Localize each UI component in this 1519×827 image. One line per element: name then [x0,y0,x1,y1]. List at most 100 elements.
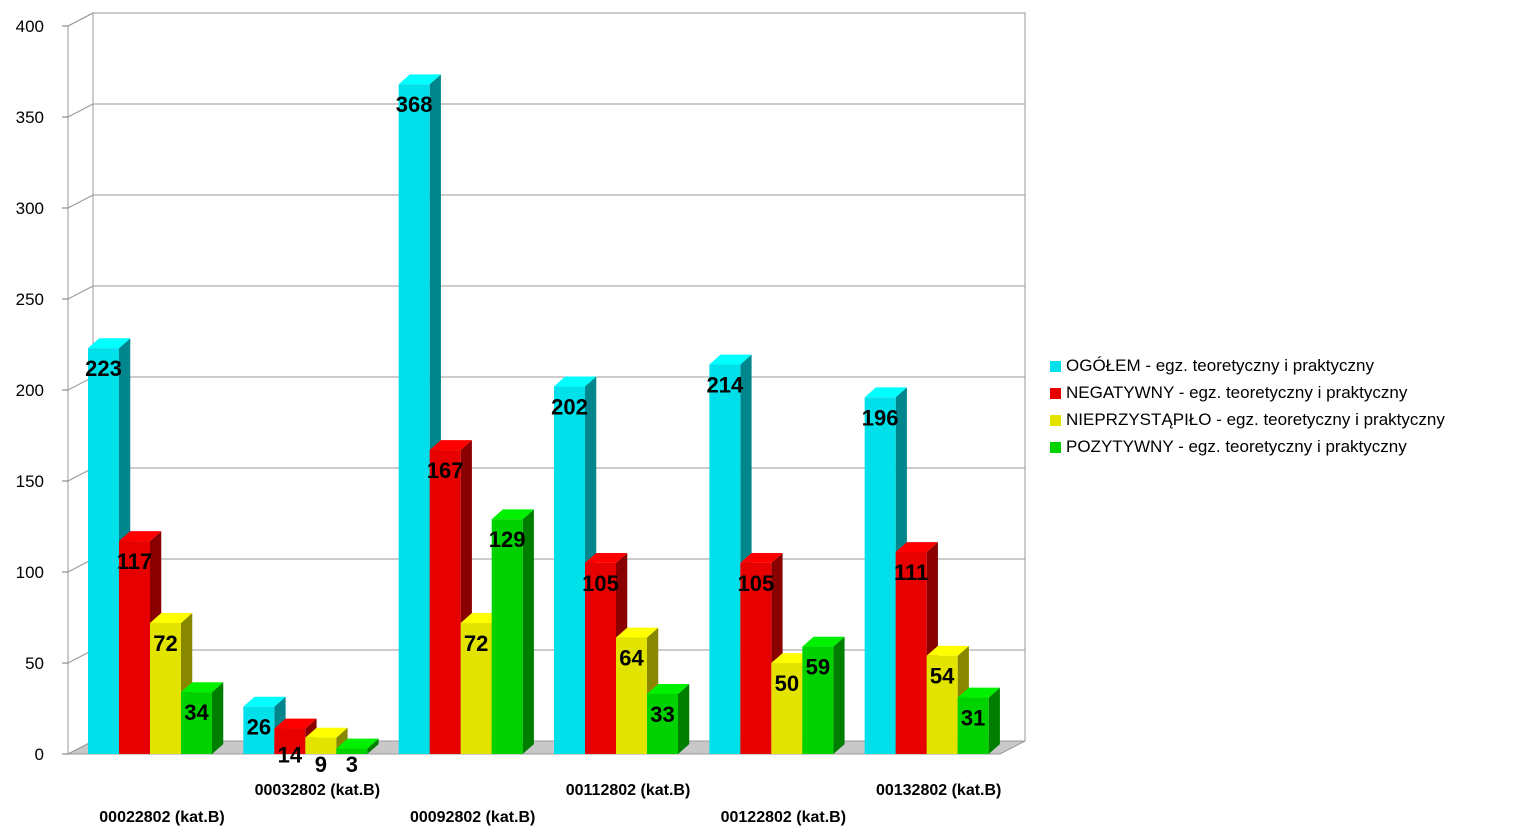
gridline-side [67,194,94,209]
data-label: 64 [619,646,644,671]
y-tick-label: 300 [16,199,44,218]
data-label: 105 [582,571,619,596]
legend-label: NEGATYWNY - egz. teoretyczny i praktyczn… [1066,383,1408,402]
gridline-side [67,103,94,118]
bar-front [771,663,803,754]
bar-side [367,738,379,754]
bar-front [88,348,119,754]
bar-top [957,687,1000,698]
data-label: 368 [396,92,433,117]
data-label: 50 [775,671,799,696]
bars [88,74,1000,755]
bar-top [554,376,597,387]
bar-front [429,450,461,754]
y-tick-label: 0 [35,745,44,764]
bar-side [212,682,224,754]
bar-top [895,542,938,552]
bar-front [957,697,989,754]
bar-top [864,387,907,398]
bar-side [522,509,534,754]
x-tick-label: 00132802 (kat.B) [876,782,1001,799]
legend-swatch [1050,415,1061,426]
bar-top [119,531,162,542]
bar-top [585,553,628,563]
data-label: 34 [184,700,209,725]
bar-front [864,397,896,754]
bar [647,684,690,754]
y-tick-label: 150 [16,472,44,491]
legend-swatch [1050,442,1061,453]
y-axis: 0 50 100 150 200 250 300 350 400 [16,17,68,764]
bar-top [398,74,441,85]
gridline-side [67,285,94,300]
legend-item: NIEPRZYSTĄPIŁO - egz. teoretyczny i prak… [1050,409,1515,431]
legend-item: OGÓŁEM - egz. teoretyczny i praktyczny [1050,355,1515,377]
y-tick-label: 350 [16,108,44,127]
data-label: 117 [117,549,153,574]
data-label: 72 [153,631,177,656]
legend: OGÓŁEM - egz. teoretyczny i praktyczny NE… [1050,355,1515,463]
data-labels: 223 117 72 34 26 14 9 3 368 167 72 129 202 105 64 33 214… [85,92,985,777]
legend-swatch [1050,361,1061,372]
bar-front [398,84,430,755]
bar-top [274,718,317,729]
bar-front [926,655,958,754]
legend-label: NIEPRZYSTĄPIŁO - egz. teoretyczny i prak… [1066,410,1445,429]
legend-label: OGÓŁEM - egz. teoretyczny i praktyczny [1066,356,1374,375]
x-tick-label: 00092802 (kat.B) [410,809,535,826]
bar-front [709,364,741,754]
x-tick-label: 00122802 (kat.B) [721,809,846,826]
bar-front [802,646,834,754]
legend-item: POZYTYWNY - egz. teoretyczny i praktyczn… [1050,436,1515,458]
bar-front [554,386,585,754]
bar-front [491,519,523,754]
bar-top [926,645,969,656]
y-tick-label: 100 [16,563,44,582]
bar [957,687,1000,754]
bar-side [988,687,1000,754]
bar [150,613,193,754]
bar-top [336,738,379,749]
x-tick-label: 00112802 (kat.B) [566,782,691,799]
x-tick-label: 00022802 (kat.B) [99,809,224,826]
data-label: 9 [315,752,327,777]
data-label: 26 [247,715,271,740]
bar-front [647,693,678,754]
bar-top [802,636,845,647]
bar-top [429,440,472,451]
data-label: 167 [427,458,464,483]
y-tick-label: 50 [25,654,44,673]
data-label: 196 [862,405,899,430]
bar-top [243,696,286,707]
legend-item: NEGATYWNY - egz. teoretyczny i praktyczn… [1050,382,1515,404]
data-label: 202 [551,394,588,419]
data-label: 59 [806,655,830,680]
y-tick-label: 250 [16,290,44,309]
bar-top [305,727,348,738]
bar [181,682,224,754]
bar [305,727,348,754]
legend-label: POZYTYWNY - egz. teoretyczny i praktyczn… [1066,437,1407,456]
bar-side [678,684,690,754]
bar-top [647,684,690,694]
bar-front [895,551,927,754]
data-label: 129 [489,527,526,552]
data-label: 31 [961,706,985,731]
bar-side [833,636,845,754]
x-tick-label: 00032802 (kat.B) [255,782,380,799]
bar-top [616,627,659,638]
data-label: 111 [894,560,928,585]
data-label: 54 [930,664,955,689]
bar-top [491,509,534,520]
y-tick-label: 400 [16,17,44,36]
bar [336,738,379,754]
bar-front [460,622,492,754]
bar [802,636,845,754]
bar-front [119,541,150,754]
gridline-side [67,12,94,27]
bar-front [181,692,212,754]
data-label: 105 [737,571,774,596]
bar-top [181,682,224,693]
data-label: 223 [85,356,122,381]
